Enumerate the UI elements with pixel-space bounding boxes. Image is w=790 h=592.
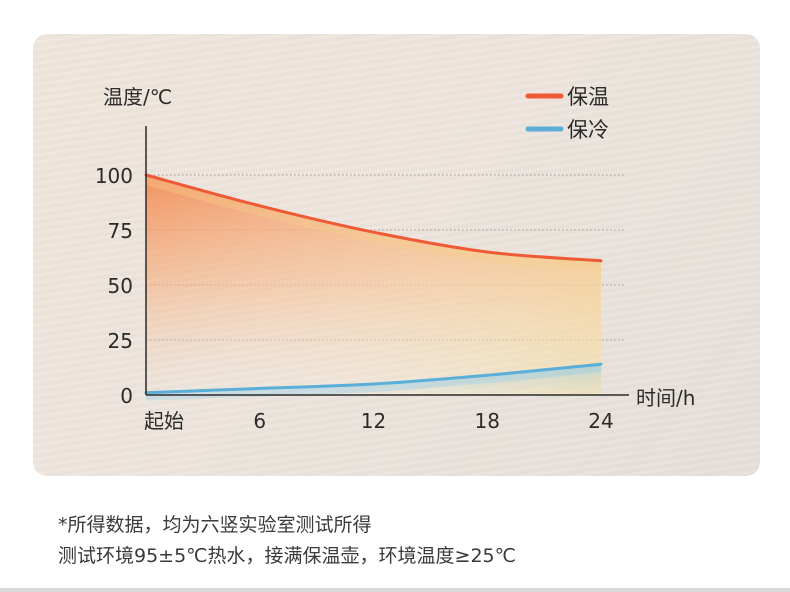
y-tick-label: 75 bbox=[108, 219, 133, 243]
x-tick-label: 6 bbox=[253, 409, 266, 433]
y-axis-label: 温度/℃ bbox=[103, 85, 172, 109]
bottom-divider bbox=[0, 588, 790, 592]
series-glow-warm bbox=[144, 175, 602, 271]
y-tick-label: 50 bbox=[108, 274, 133, 298]
x-tick-label: 24 bbox=[588, 409, 613, 433]
series-area-warm-tint bbox=[146, 175, 601, 395]
series-glow-cool bbox=[145, 364, 602, 401]
x-tick-label: 起始 bbox=[144, 409, 184, 433]
chart-panel: 0 25 50 75 100 起始 6 12 18 24 保温保冷 温度/℃ 时间/h bbox=[33, 34, 760, 476]
series-area-cool bbox=[146, 364, 601, 395]
x-tick-label: 18 bbox=[475, 409, 500, 433]
y-tick-label: 0 bbox=[120, 384, 133, 408]
footnote-line-1: *所得数据，均为六竖实验室测试所得 bbox=[58, 514, 372, 536]
series-line-warm bbox=[144, 173, 603, 263]
x-axis-label: 时间/h bbox=[636, 386, 695, 410]
series-line-cool bbox=[144, 362, 603, 395]
footnote-line-2: 测试环境95±5℃热水，接满保温壶，环境温度≥25℃ bbox=[58, 545, 516, 567]
y-tick-label: 100 bbox=[95, 164, 133, 188]
legend-label: 保冷 bbox=[567, 118, 609, 142]
legend-label: 保温 bbox=[567, 85, 609, 109]
y-tick-label: 25 bbox=[108, 329, 133, 353]
x-tick-label: 12 bbox=[361, 409, 386, 433]
